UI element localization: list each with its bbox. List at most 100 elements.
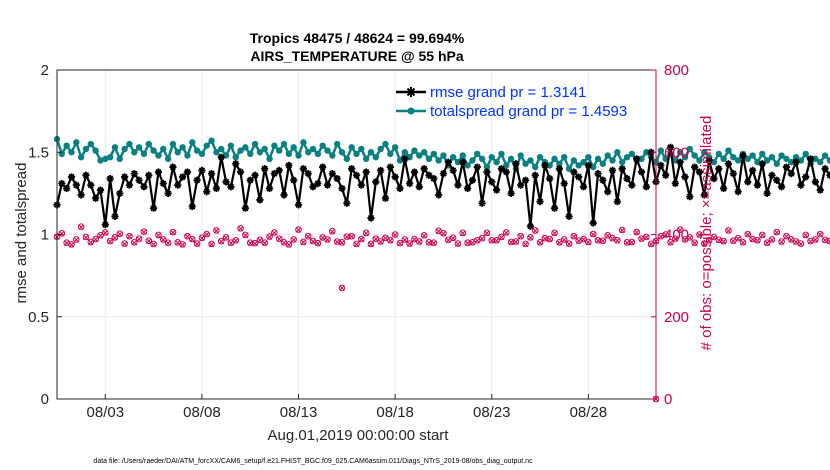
spread-point bbox=[140, 150, 148, 158]
rmse-point bbox=[420, 165, 428, 173]
rmse-point bbox=[270, 170, 278, 178]
rmse-point bbox=[637, 168, 646, 176]
obs-assimilated-point bbox=[276, 236, 282, 242]
obs-assimilated-point bbox=[489, 237, 495, 244]
obs-possible-point bbox=[594, 236, 602, 244]
rmse-point bbox=[816, 186, 824, 194]
rmse-point bbox=[666, 143, 675, 151]
obs-assimilated-point bbox=[203, 231, 210, 238]
rmse-point bbox=[642, 183, 650, 191]
rmse-point bbox=[280, 191, 288, 199]
rmse-point bbox=[207, 170, 216, 178]
spread-point bbox=[97, 157, 104, 164]
rmse-point bbox=[92, 194, 100, 202]
obs-assimilated-point bbox=[484, 230, 490, 237]
spread-point bbox=[333, 140, 341, 148]
spread-point bbox=[425, 155, 433, 163]
obs-assimilated-point bbox=[802, 232, 809, 239]
rmse-point bbox=[164, 189, 172, 197]
obs-possible-point bbox=[73, 236, 80, 243]
spread-point bbox=[778, 152, 785, 159]
obs-assimilated-point bbox=[102, 230, 109, 236]
obs-assimilated-point bbox=[445, 237, 452, 244]
rmse-point bbox=[415, 183, 423, 191]
obs-assimilated-point bbox=[537, 239, 543, 246]
obs-assimilated-point bbox=[580, 236, 587, 243]
rmse-point bbox=[381, 194, 390, 202]
rmse-point bbox=[106, 174, 114, 183]
spread-point bbox=[449, 153, 457, 161]
rmse-point bbox=[739, 151, 747, 160]
obs-assimilated-point bbox=[373, 236, 379, 242]
obs-possible-point bbox=[82, 233, 90, 241]
obs-assimilated-point bbox=[822, 237, 828, 244]
y-right-tick-label: 800 bbox=[664, 62, 689, 79]
rmse-point bbox=[753, 181, 762, 189]
obs-assimilated-point bbox=[126, 233, 133, 240]
obs-assimilated-point bbox=[155, 232, 162, 239]
spread-point bbox=[503, 162, 510, 169]
rmse-point bbox=[449, 166, 457, 174]
spread-point bbox=[657, 147, 665, 154]
obs-assimilated-point bbox=[324, 237, 331, 243]
rmse-point bbox=[787, 170, 795, 178]
obs-assimilated-point bbox=[426, 239, 432, 246]
obs-possible-point bbox=[58, 229, 66, 237]
spread-point bbox=[686, 145, 694, 153]
obs-assimilated-point bbox=[223, 235, 229, 241]
rmse-point bbox=[309, 183, 317, 191]
obs-assimilated-point bbox=[754, 237, 761, 244]
rmse-point bbox=[198, 166, 206, 174]
rmse-point bbox=[251, 171, 259, 179]
obs-possible-point bbox=[203, 230, 211, 238]
obs-assimilated-point bbox=[633, 229, 640, 236]
obs-possible-point bbox=[667, 239, 674, 246]
rmse-point bbox=[492, 186, 501, 194]
obs-assimilated-point bbox=[266, 234, 273, 240]
obs-assimilated-point bbox=[614, 237, 621, 244]
legend-rmse-marker-icon bbox=[406, 87, 416, 97]
y-axis-right-label: # of obs: o=possible; ×=assimilated bbox=[698, 116, 715, 351]
obs-assimilated-point bbox=[377, 239, 384, 245]
rmse-point bbox=[58, 179, 66, 188]
rmse-point bbox=[570, 168, 578, 176]
obs-possible-point bbox=[391, 231, 399, 238]
rmse-point bbox=[174, 181, 182, 189]
y-tick-label: 1.5 bbox=[28, 144, 49, 161]
obs-possible-point bbox=[290, 236, 298, 243]
obs-assimilated-point bbox=[440, 230, 447, 237]
spread-point bbox=[826, 157, 830, 164]
obs-assimilated-point bbox=[97, 232, 104, 239]
obs-assimilated-point bbox=[353, 241, 360, 248]
spread-point bbox=[160, 145, 167, 153]
obs-possible-point bbox=[256, 236, 264, 244]
obs-possible-point bbox=[778, 238, 785, 245]
rmse-point bbox=[319, 163, 327, 171]
obs-assimilated-point bbox=[730, 238, 737, 244]
rmse-point bbox=[352, 171, 361, 179]
spread-point bbox=[348, 144, 355, 151]
rmse-point bbox=[401, 155, 409, 163]
obs-assimilated-point bbox=[83, 234, 89, 241]
spread-point bbox=[304, 149, 312, 156]
spread-point bbox=[792, 153, 800, 161]
rmse-point bbox=[758, 160, 766, 168]
rmse-point bbox=[555, 165, 563, 173]
x-axis-label: Aug.01,2019 00:00:00 start bbox=[268, 427, 450, 444]
obs-assimilated-point bbox=[648, 241, 654, 248]
obs-assimilated-point bbox=[749, 236, 756, 243]
rmse-point bbox=[478, 199, 486, 207]
obs-possible-point bbox=[696, 231, 703, 238]
obs-possible-point bbox=[551, 229, 558, 237]
rmse-point bbox=[724, 160, 733, 168]
rmse-point bbox=[328, 170, 336, 178]
obs-assimilated-point bbox=[522, 241, 529, 248]
spread-point bbox=[338, 149, 346, 156]
obs-assimilated-point bbox=[92, 236, 99, 243]
obs-assimilated-point bbox=[136, 236, 142, 242]
obs-assimilated-point bbox=[286, 242, 292, 248]
rmse-point bbox=[290, 176, 298, 184]
obs-assimilated-point bbox=[411, 236, 418, 243]
spread-point bbox=[358, 145, 365, 153]
spread-point bbox=[232, 153, 239, 161]
